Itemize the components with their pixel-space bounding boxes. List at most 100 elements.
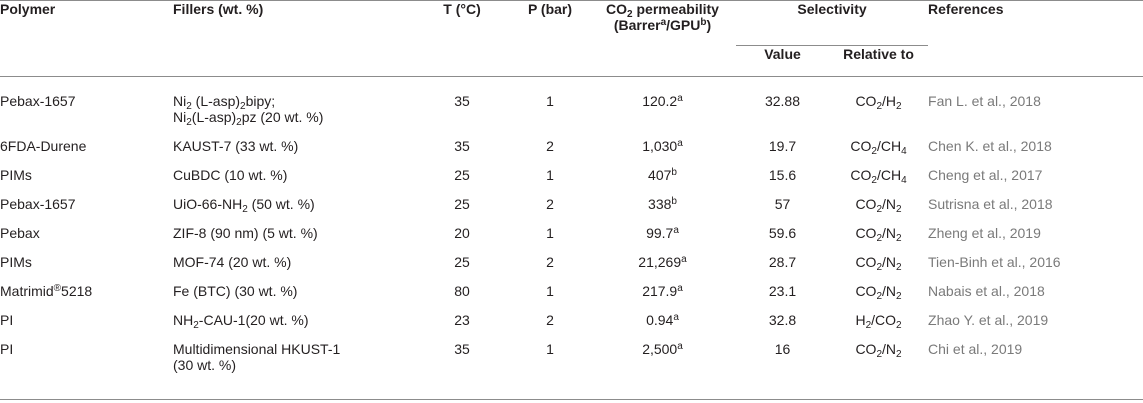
cell-temperature: 20 <box>454 225 470 241</box>
text-fragment: /CH <box>876 167 902 183</box>
cell-pressure: 1 <box>546 283 554 299</box>
text-fragment: 4 <box>901 146 907 157</box>
co2-perm-post: permeability <box>632 1 719 17</box>
text-fragment: 2 <box>242 204 248 215</box>
text-fragment: 2 <box>896 233 902 244</box>
cell-pressure: 2 <box>546 254 554 270</box>
perm-unit-open: (Barrer <box>613 17 661 33</box>
cell-selectivity-relative: H2/CO2 <box>829 309 928 338</box>
cell-selectivity-relative: CO2/CH4 <box>829 164 928 193</box>
text-fragment: 2 <box>193 320 199 331</box>
text-fragment: /N <box>882 254 896 270</box>
cell-co2-permeability: 338b <box>589 193 736 222</box>
cell-polymer: PI <box>0 338 173 400</box>
text-fragment: 2 <box>865 320 872 331</box>
cell-selectivity-relative: CO2/N2 <box>829 193 928 222</box>
text-fragment: NH <box>173 312 194 328</box>
cell-selectivity-value: 59.6 <box>768 225 797 241</box>
text-fragment: CuBDC (10 wt. %) <box>173 167 288 183</box>
cell-polymer: 6FDA-Durene <box>0 135 173 164</box>
cell-co2-permeability: 407b <box>589 164 736 193</box>
permeability-unit-mark: a <box>673 225 679 236</box>
cell-co2-permeability: 0.94a <box>589 309 736 338</box>
text-fragment: pz (20 wt. %) <box>241 109 324 125</box>
cell-pressure: 2 <box>546 312 554 328</box>
cell-fillers: Fe (BTC) (30 wt. %) <box>173 280 413 309</box>
permeability-value: 407 <box>648 167 672 183</box>
cell-selectivity-value: 19.7 <box>768 138 797 154</box>
permeability-value: 0.94 <box>646 312 674 328</box>
text-fragment: 2 <box>896 204 902 215</box>
cell-temperature: 23 <box>454 312 470 328</box>
cell-polymer: Pebax-1657 <box>0 193 173 222</box>
header-selectivity-value: Value <box>764 46 801 62</box>
text-fragment: 2 <box>896 349 902 360</box>
text-fragment: 2 <box>876 101 882 112</box>
header-co2-permeability: CO2 permeability (Barrera/GPUb) <box>589 1 736 77</box>
text-fragment: Multidimensional HKUST-1 <box>173 341 341 357</box>
text-fragment: CO <box>855 196 877 212</box>
text-fragment: 2 <box>876 204 882 215</box>
table-row: Pebax-1657 UiO-66-NH2 (50 wt. %) 25 2 338b 57… <box>0 193 1143 222</box>
cell-temperature: 35 <box>454 138 470 154</box>
cell-selectivity-relative: CO2/N2 <box>829 338 928 400</box>
text-fragment: 2 <box>876 291 882 302</box>
header-fillers: Fillers (wt. %) <box>173 1 264 17</box>
text-fragment: 2 <box>876 233 882 244</box>
text-fragment: 2 <box>896 101 902 112</box>
text-fragment: Fe (BTC) (30 wt. %) <box>173 283 298 299</box>
perm-unit-sup-a: a <box>660 17 667 28</box>
cell-reference: Cheng et al., 2017 <box>928 167 1043 183</box>
permeability-unit-mark: a <box>677 283 683 294</box>
text-fragment: /N <box>882 341 896 357</box>
permeability-unit-mark: b <box>671 167 677 178</box>
text-fragment: Pebax-1657 <box>0 93 76 109</box>
text-fragment: CO <box>855 283 877 299</box>
text-fragment: 2 <box>186 101 192 112</box>
text-fragment: H <box>855 312 866 328</box>
cell-polymer: PI <box>0 309 173 338</box>
permeability-unit-mark: b <box>671 196 677 207</box>
cell-polymer: PIMs <box>0 251 173 280</box>
text-fragment: bipy; <box>245 93 276 109</box>
text-fragment: 2 <box>240 101 246 112</box>
cell-fillers: ZIF-8 (90 nm) (5 wt. %) <box>173 222 413 251</box>
header-polymer: Polymer <box>0 1 56 17</box>
cell-fillers: NH2-CAU-1(20 wt. %) <box>173 309 413 338</box>
text-fragment: 4 <box>901 175 907 186</box>
text-fragment: CO <box>855 341 877 357</box>
text-fragment: CO <box>850 167 872 183</box>
cell-pressure: 1 <box>546 225 554 241</box>
text-fragment: Pebax <box>0 225 40 241</box>
cell-pressure: 1 <box>546 167 554 183</box>
permeability-value: 217.9 <box>642 283 678 299</box>
text-fragment: ® <box>53 283 62 294</box>
table-row: PIMs MOF-74 (20 wt. %) 25 2 21,269a 28.7 CO2/N… <box>0 251 1143 280</box>
permeability-unit-mark: a <box>677 341 683 352</box>
table-row: PIMs CuBDC (10 wt. %) 25 1 407b 15.6 CO2/CH4 Ch… <box>0 164 1143 193</box>
text-fragment: PI <box>0 312 14 328</box>
table-row: 6FDA-Durene KAUST-7 (33 wt. %) 35 2 1,030a 19… <box>0 135 1143 164</box>
permeability-value: 338 <box>648 196 672 212</box>
text-fragment: 2 <box>876 349 882 360</box>
cell-selectivity-value: 57 <box>774 196 791 212</box>
text-fragment: Matrimid <box>0 283 54 299</box>
text-fragment: Pebax-1657 <box>0 196 76 212</box>
cell-reference: Sutrisna et al., 2018 <box>928 196 1053 212</box>
text-fragment: CO <box>855 93 877 109</box>
cell-selectivity-relative: CO2/N2 <box>829 251 928 280</box>
cell-selectivity-relative: CO2/H2 <box>829 77 928 136</box>
text-fragment: Ni <box>173 93 187 109</box>
cell-reference: Chen K. et al., 2018 <box>928 138 1052 154</box>
cell-selectivity-value: 16 <box>774 341 791 357</box>
text-fragment: 2 <box>876 262 882 273</box>
cell-temperature: 80 <box>454 283 470 299</box>
cell-polymer: Matrimid®5218 <box>0 280 173 309</box>
header-pressure: P (bar) <box>527 1 573 17</box>
text-fragment: PIMs <box>0 167 32 183</box>
permeability-value: 21,269 <box>638 254 682 270</box>
table-row: PI Multidimensional HKUST-1 (30 wt. %) 35 1 2… <box>0 338 1143 400</box>
cell-co2-permeability: 217.9a <box>589 280 736 309</box>
cell-co2-permeability: 1,030a <box>589 135 736 164</box>
permeability-value: 120.2 <box>642 93 678 109</box>
